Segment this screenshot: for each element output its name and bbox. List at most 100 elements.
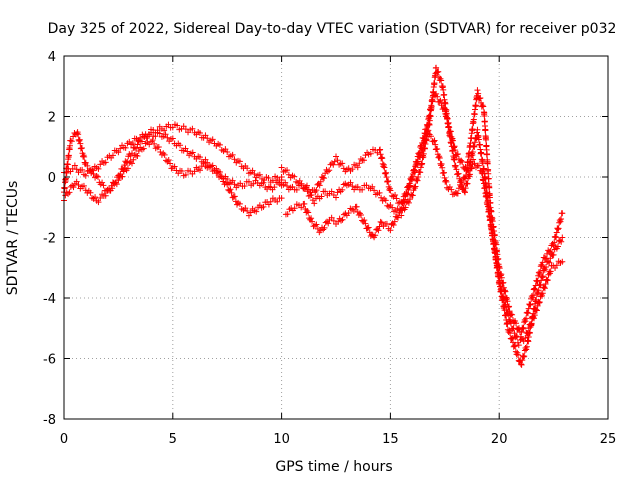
data-point (431, 80, 438, 87)
data-point (207, 163, 214, 170)
data-point (443, 178, 450, 185)
axis-layer (63, 55, 609, 420)
data-point (554, 243, 561, 250)
data-point (470, 116, 477, 123)
data-point (392, 192, 399, 199)
data-point (539, 263, 546, 270)
data-point (501, 287, 508, 294)
tick-label-layer: 0 5 10 15 20 25 -8 -6 -4 -2 0 2 4 (43, 50, 616, 447)
data-point (520, 353, 527, 360)
data-point (353, 203, 360, 210)
data-point (75, 181, 82, 188)
data-point (182, 126, 189, 133)
data-point (412, 167, 419, 174)
data-point (525, 305, 532, 312)
data-point (66, 189, 73, 196)
data-point (249, 167, 256, 174)
data-point (533, 306, 540, 313)
data-point (260, 203, 267, 210)
data-point (130, 156, 137, 163)
data-point (135, 147, 142, 154)
data-point (522, 334, 529, 341)
series-track-f (278, 87, 566, 340)
data-point (482, 174, 489, 181)
data-point (171, 163, 178, 170)
data-point (437, 97, 444, 104)
data-point (371, 187, 378, 194)
data-point (95, 199, 102, 206)
data-point (512, 348, 519, 355)
data-point (189, 149, 196, 156)
data-point (372, 232, 379, 239)
data-point (519, 325, 526, 332)
data-point (468, 135, 475, 142)
data-point (381, 164, 388, 171)
data-point (328, 188, 335, 195)
data-point (92, 194, 99, 201)
data-point (432, 146, 439, 153)
data-point (451, 144, 458, 151)
data-point (542, 255, 549, 262)
data-point (417, 154, 424, 161)
data-point (383, 169, 390, 176)
data-point (380, 161, 387, 168)
chart-title: Day 325 of 2022, Sidereal Day-to-day VTE… (48, 21, 617, 37)
y-axis-label: SDTVAR / TECUs (5, 181, 21, 296)
data-point (524, 330, 531, 337)
data-point (523, 346, 530, 353)
data-point (169, 135, 176, 142)
data-point (466, 171, 473, 178)
data-point (303, 182, 310, 189)
data-point (182, 145, 189, 152)
data-point (426, 112, 433, 119)
x-tick-label: 10 (273, 432, 290, 447)
data-point (482, 127, 489, 134)
data-point (477, 94, 484, 101)
data-point (331, 158, 338, 165)
data-point (155, 144, 162, 151)
data-point (404, 183, 411, 190)
data-point (443, 114, 450, 121)
data-point (267, 198, 274, 205)
data-point (333, 153, 339, 160)
data-point (115, 149, 122, 156)
data-point (174, 122, 181, 129)
data-point (361, 217, 368, 224)
data-point (442, 110, 449, 117)
data-point (446, 184, 453, 191)
data-point (245, 212, 252, 219)
data-point (502, 288, 509, 295)
data-point (62, 192, 69, 199)
data-point (95, 173, 101, 180)
data-point (354, 164, 361, 171)
data-point (197, 130, 203, 137)
data-point (244, 207, 251, 214)
data-point (82, 159, 89, 166)
data-point (521, 347, 528, 354)
data-point (377, 218, 384, 225)
data-point (169, 124, 176, 131)
data-point (391, 218, 398, 225)
data-point (468, 165, 475, 172)
data-point (518, 361, 525, 368)
data-point (535, 287, 542, 294)
data-point (140, 145, 147, 152)
data-point (469, 148, 476, 155)
data-point (308, 192, 315, 199)
data-point (417, 142, 424, 149)
data-point (197, 154, 203, 161)
data-point (528, 321, 535, 328)
data-layer (61, 64, 566, 368)
data-point (214, 169, 221, 176)
data-point (507, 320, 514, 327)
data-point (298, 204, 305, 211)
grid-layer (64, 56, 608, 419)
data-point (271, 184, 278, 191)
x-tick-label: 0 (60, 432, 68, 447)
data-point (227, 186, 234, 193)
data-point (537, 268, 544, 275)
data-point (61, 184, 68, 191)
data-point (433, 69, 440, 76)
data-point (533, 307, 540, 314)
data-point (76, 137, 83, 144)
